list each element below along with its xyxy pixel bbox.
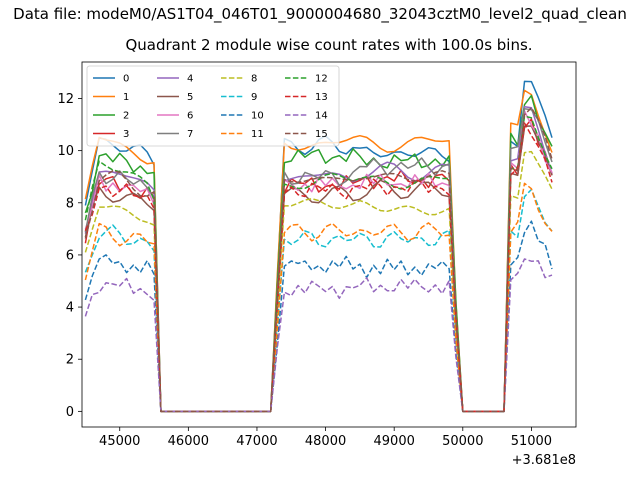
axes: 45000 46000 47000 48000 49000 50000 51000 0 2 4 6 8… — [57, 61, 577, 468]
legend-box — [86, 65, 340, 147]
series-line-15 — [84, 106, 553, 413]
legend-label-15: 15 — [315, 129, 328, 140]
legend-label-0: 0 — [123, 74, 129, 85]
legend-label-11: 11 — [251, 129, 264, 140]
legend-label-8: 8 — [251, 74, 257, 85]
y-tick-label: 6 — [66, 248, 74, 263]
x-tick-label: 50000 — [442, 434, 483, 449]
legend-label-2: 2 — [123, 111, 129, 122]
legend-label-3: 3 — [123, 129, 129, 140]
legend-label-9: 9 — [251, 92, 257, 103]
y-tick-label: 2 — [66, 353, 74, 368]
plot-area — [84, 80, 553, 413]
figure-suptitle: Data file: modeM0/AS1T04_046T01_90000046… — [13, 5, 627, 24]
y-tick-label: 12 — [57, 92, 74, 107]
legend-label-4: 4 — [187, 74, 193, 85]
legend-label-10: 10 — [251, 111, 264, 122]
legend-label-5: 5 — [187, 92, 193, 103]
x-tick-label: 51000 — [511, 434, 552, 449]
x-tick-label: 49000 — [374, 434, 415, 449]
y-tick-label: 8 — [66, 196, 74, 211]
legend-label-13: 13 — [315, 92, 328, 103]
axes-frame — [81, 61, 577, 428]
legend-label-14: 14 — [315, 111, 328, 122]
x-tick-label: 48000 — [305, 434, 346, 449]
x-tick-label: 45000 — [99, 434, 140, 449]
series-line-13 — [84, 122, 553, 413]
x-tick-label: 47000 — [236, 434, 277, 449]
legend-label-6: 6 — [187, 111, 193, 122]
y-tick-label: 4 — [66, 301, 74, 316]
y-tick-label: 10 — [57, 144, 74, 159]
x-offset-label: +3.681e8 — [512, 453, 576, 468]
legend-label-1: 1 — [123, 92, 129, 103]
x-tick-label: 46000 — [168, 434, 209, 449]
series-line-12 — [84, 115, 553, 413]
chart-title: Quadrant 2 module wise count rates with … — [125, 36, 532, 54]
legend-label-7: 7 — [187, 129, 193, 140]
legend-label-12: 12 — [315, 74, 328, 85]
y-tick-label: 0 — [66, 405, 74, 420]
